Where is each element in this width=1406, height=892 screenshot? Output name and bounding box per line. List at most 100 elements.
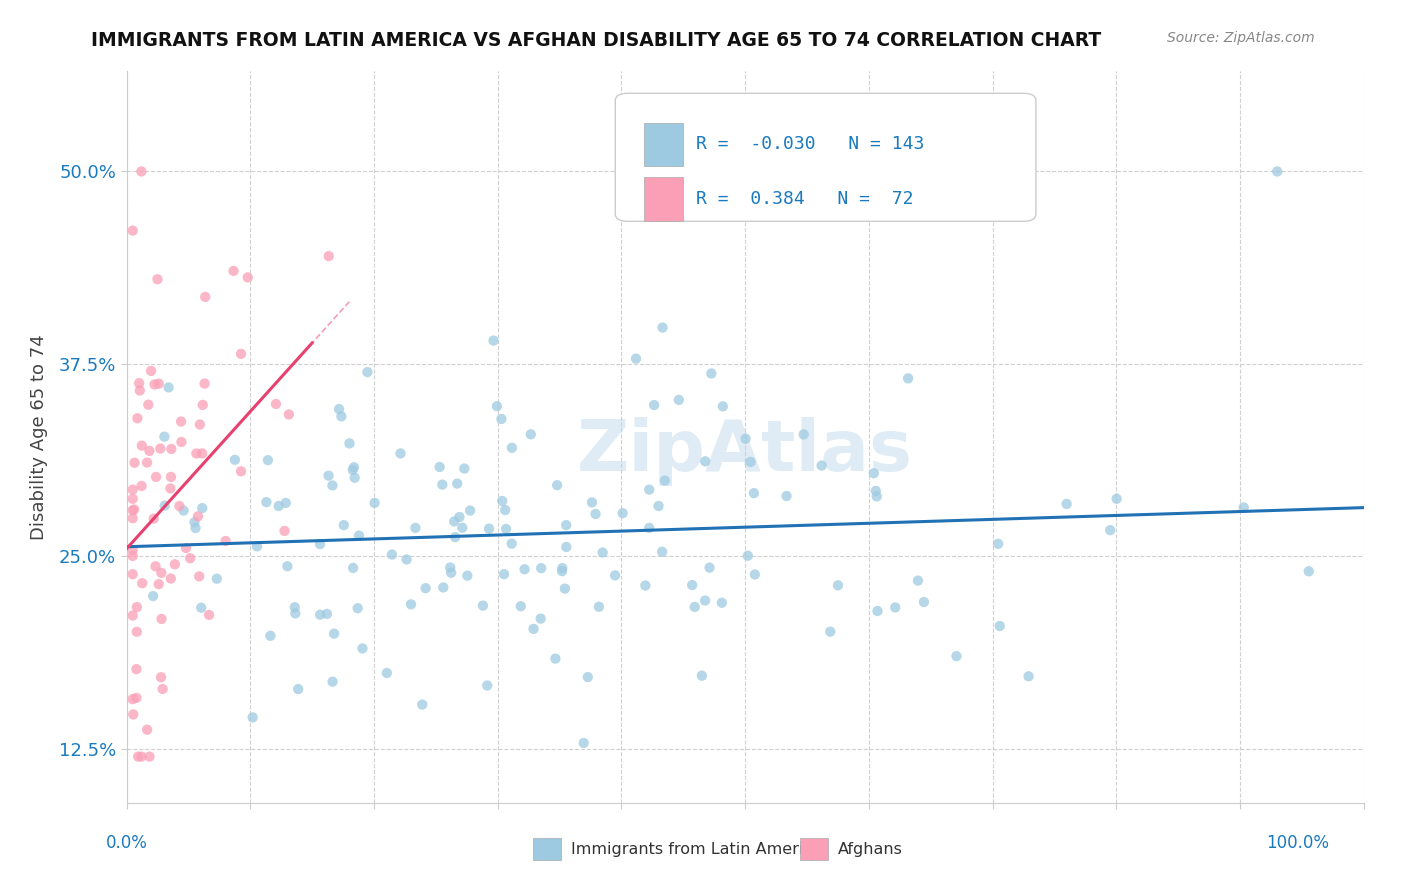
Point <box>121 543 143 558</box>
Point <box>389 446 412 460</box>
Point <box>194 290 217 304</box>
Point <box>146 272 169 286</box>
Point <box>121 567 143 582</box>
Point <box>624 351 647 366</box>
Text: ZipAtlas: ZipAtlas <box>578 417 912 486</box>
Point <box>453 461 475 475</box>
Point <box>638 521 661 535</box>
Point <box>495 522 517 536</box>
Point <box>284 600 307 615</box>
Point <box>131 164 153 178</box>
Point <box>342 463 364 477</box>
Point <box>554 582 576 596</box>
Point <box>229 347 252 361</box>
Point <box>443 515 465 529</box>
Point <box>513 562 536 576</box>
Point <box>264 397 287 411</box>
Point <box>458 503 481 517</box>
Point <box>309 607 332 622</box>
Point <box>184 521 207 535</box>
Point <box>125 624 148 639</box>
Point <box>322 674 344 689</box>
Point <box>1018 669 1040 683</box>
Point <box>690 668 713 682</box>
Point <box>912 595 935 609</box>
Point <box>381 548 404 562</box>
Point <box>186 446 208 460</box>
Point <box>163 558 186 572</box>
Point <box>520 427 543 442</box>
Point <box>693 593 716 607</box>
Point <box>328 402 350 417</box>
Point <box>352 641 374 656</box>
Point <box>572 736 595 750</box>
Point <box>159 572 181 586</box>
Point <box>343 460 366 475</box>
Point <box>478 522 501 536</box>
Point <box>150 612 173 626</box>
Point <box>236 270 259 285</box>
Point <box>157 380 180 394</box>
Point <box>125 662 148 676</box>
Point <box>179 551 201 566</box>
Point <box>585 507 607 521</box>
Point <box>555 540 578 554</box>
Point <box>142 511 165 525</box>
Point <box>681 578 703 592</box>
Text: 0.0%: 0.0% <box>105 834 148 852</box>
Point <box>634 578 657 592</box>
Point <box>865 483 887 498</box>
Point <box>440 566 463 580</box>
Point <box>150 566 173 580</box>
Point <box>820 624 842 639</box>
Point <box>321 478 343 492</box>
Point <box>121 224 143 238</box>
Point <box>432 581 454 595</box>
Point <box>122 707 145 722</box>
Point <box>267 499 290 513</box>
Point <box>148 577 170 591</box>
Point <box>342 561 364 575</box>
Point <box>136 723 159 737</box>
Point <box>439 560 461 574</box>
Point <box>734 432 756 446</box>
Point <box>143 377 166 392</box>
Point <box>651 545 673 559</box>
Point <box>273 524 295 538</box>
Point <box>333 518 356 533</box>
Point <box>173 503 195 517</box>
Point <box>695 454 717 468</box>
Point <box>183 516 205 530</box>
Point <box>148 376 170 391</box>
Point <box>152 681 174 696</box>
Point <box>131 439 153 453</box>
Point <box>456 568 478 582</box>
Point <box>318 249 340 263</box>
Point <box>907 574 929 588</box>
Point <box>654 474 676 488</box>
Point <box>153 430 176 444</box>
Point <box>449 510 471 524</box>
Point <box>346 601 368 615</box>
Text: 100.0%: 100.0% <box>1265 834 1329 852</box>
Point <box>142 589 165 603</box>
Point <box>742 486 765 500</box>
Point <box>153 499 176 513</box>
Point <box>257 453 280 467</box>
Point <box>215 534 238 549</box>
Point <box>229 464 252 478</box>
Point <box>477 679 499 693</box>
Point <box>494 503 516 517</box>
Point <box>191 398 214 412</box>
FancyBboxPatch shape <box>644 178 683 220</box>
Point <box>254 495 277 509</box>
Point <box>356 365 378 379</box>
Point <box>127 411 149 425</box>
Point <box>638 483 661 497</box>
Point <box>647 499 669 513</box>
Point <box>603 568 626 582</box>
Point <box>612 506 634 520</box>
Point <box>131 479 153 493</box>
Point <box>576 670 599 684</box>
Point <box>284 607 307 621</box>
